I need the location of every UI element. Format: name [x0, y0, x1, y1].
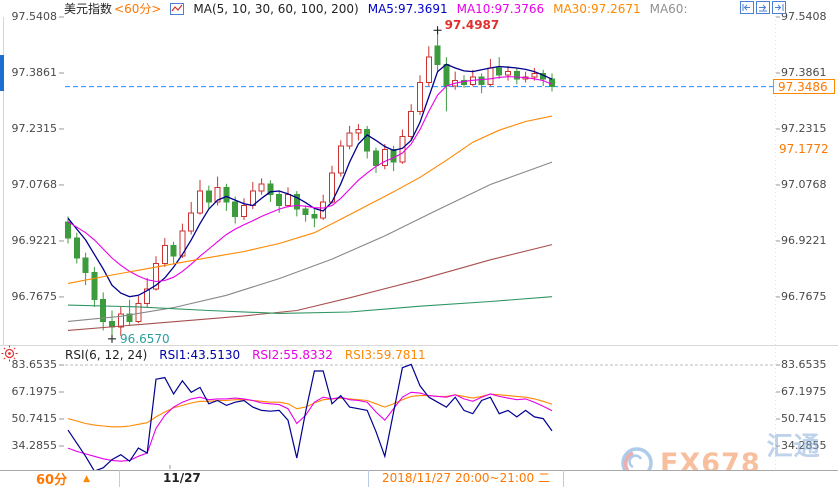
- jump-latest-icon[interactable]: [772, 1, 786, 14]
- triangle-up-icon: ▲: [83, 473, 91, 484]
- low-price-annotation: 96.6570: [120, 331, 170, 346]
- period-label: <60分>: [114, 2, 162, 16]
- ma5-value: MA5:97.3691: [367, 1, 448, 16]
- line-chart-icon[interactable]: [170, 2, 185, 15]
- reference-price-label: 97.1772: [779, 141, 829, 156]
- sun-icon[interactable]: [1, 345, 18, 362]
- ma60-value: MA60:: [649, 1, 688, 16]
- ma10-value: MA10:97.3766: [456, 1, 545, 16]
- left-scrollbar-track: [3, 17, 4, 345]
- rsi2-value: RSI2:55.8332: [252, 348, 333, 362]
- candle-time-range-label: 2018/11/27 20:00~21:00 二: [368, 470, 564, 487]
- instrument-title: 美元指数: [64, 2, 113, 16]
- rsi-group-label: RSI(6, 12, 24): [65, 348, 148, 362]
- period-selector[interactable]: 60分 ▲: [0, 470, 120, 487]
- chart-controls: [740, 1, 786, 14]
- ma30-value: MA30:97.2671: [553, 1, 641, 16]
- pan-right-icon[interactable]: [756, 1, 770, 14]
- date-tick-label: 11/27: [163, 471, 201, 485]
- chart-header: 美元指数 <60分> MA(5, 10, 30, 60, 100, 200) MA…: [64, 1, 688, 17]
- rsi1-value: RSI1:43.5130: [159, 348, 241, 362]
- current-price-tag: 97.3486: [773, 78, 835, 94]
- period-selector-label: 60分: [36, 473, 68, 487]
- high-price-annotation: 97.4987: [444, 18, 500, 33]
- ma-group-label: MA(5, 10, 30, 60, 100, 200): [193, 1, 359, 16]
- rsi-header: RSI(6, 12, 24) RSI1:43.5130 RSI2:55.8332…: [65, 348, 426, 362]
- time-axis-bar: [0, 470, 838, 487]
- pan-left-icon[interactable]: [740, 1, 754, 14]
- rsi3-value: RSI3:59.7811: [344, 348, 426, 362]
- left-scrollbar-thumb[interactable]: [0, 55, 4, 91]
